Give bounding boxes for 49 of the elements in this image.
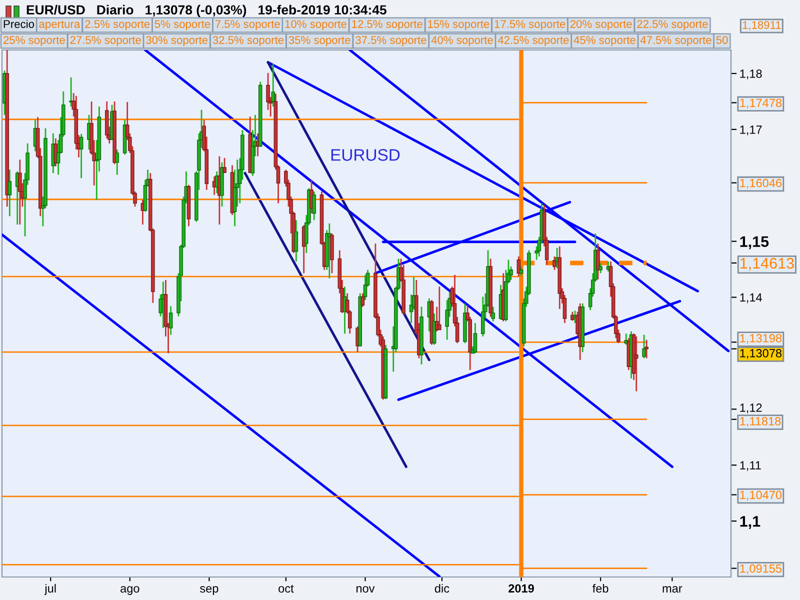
text: 17.5% soporte — [494, 20, 566, 30]
annotation: EURUSD — [331, 149, 400, 161]
text: 15% soporte — [428, 20, 490, 30]
x-tick-label: ago — [120, 586, 140, 595]
text: 5% soporte — [154, 20, 210, 30]
y-tick-label: 1,13078 — [740, 349, 782, 359]
y-tick-label: 1,13198 — [740, 334, 782, 344]
y-tick-label: 1,17 — [740, 126, 762, 136]
y-tick-label: 1,11818 — [740, 417, 781, 427]
x-tick-label: feb — [592, 584, 608, 593]
y-tick-label: 1,14613 — [740, 258, 794, 270]
text: apertura — [39, 20, 80, 30]
text: 32.5% soporte — [212, 36, 284, 46]
y-tick-label: 1,18 — [740, 70, 762, 80]
text: 20% soporte — [570, 20, 632, 30]
text: 30% soporte — [146, 36, 208, 46]
text: 45% soporte — [574, 36, 636, 46]
chart-title: EUR/USD Diario 1,13078 (-0,03%) 19-feb-2019 10:34:45 — [26, 4, 386, 18]
x-tick-label: nov — [356, 586, 375, 593]
text: 22.5% soporte — [637, 20, 708, 30]
y-tick-label: 1,1 — [740, 516, 760, 529]
x-tick-label: mar — [662, 586, 682, 593]
x-tick-label: sep — [200, 586, 218, 595]
text: 35% soporte — [288, 36, 350, 46]
text: 40% soporte — [431, 36, 493, 46]
y-tick-label: 1,09155 — [740, 564, 782, 574]
y-tick-label: 1,16046 — [740, 178, 782, 189]
y-tick-label: 1,10470 — [740, 490, 782, 501]
y-tick-label: 1,11 — [740, 461, 761, 471]
y-tick-label: 1,15 — [740, 236, 769, 250]
text: 27.5% soporte — [70, 36, 141, 46]
text: 25% soporte — [4, 36, 65, 46]
y-tick-label: 1,12 — [740, 404, 762, 414]
text: 1,18911 — [742, 21, 781, 30]
text: 7.5% soporte — [215, 20, 280, 30]
text: Precio — [4, 20, 34, 28]
text: 37.5% soporte — [356, 36, 426, 46]
text: 10% soporte — [285, 20, 346, 30]
y-tick-label: 1,14 — [740, 293, 762, 304]
text: 47.5% soporte — [640, 36, 712, 46]
x-tick-label: dic — [434, 584, 450, 593]
y-tick-label: 1,17478 — [740, 98, 782, 108]
x-tick-label: 2019 — [508, 584, 534, 593]
text: 42.5% soporte — [498, 36, 569, 46]
text: 2.5% soporte — [85, 20, 150, 30]
x-tick-label: oct — [278, 584, 294, 593]
text: 12.5% soporte — [352, 20, 422, 30]
text: 50 — [716, 36, 728, 44]
x-tick-label: jul — [44, 584, 56, 595]
